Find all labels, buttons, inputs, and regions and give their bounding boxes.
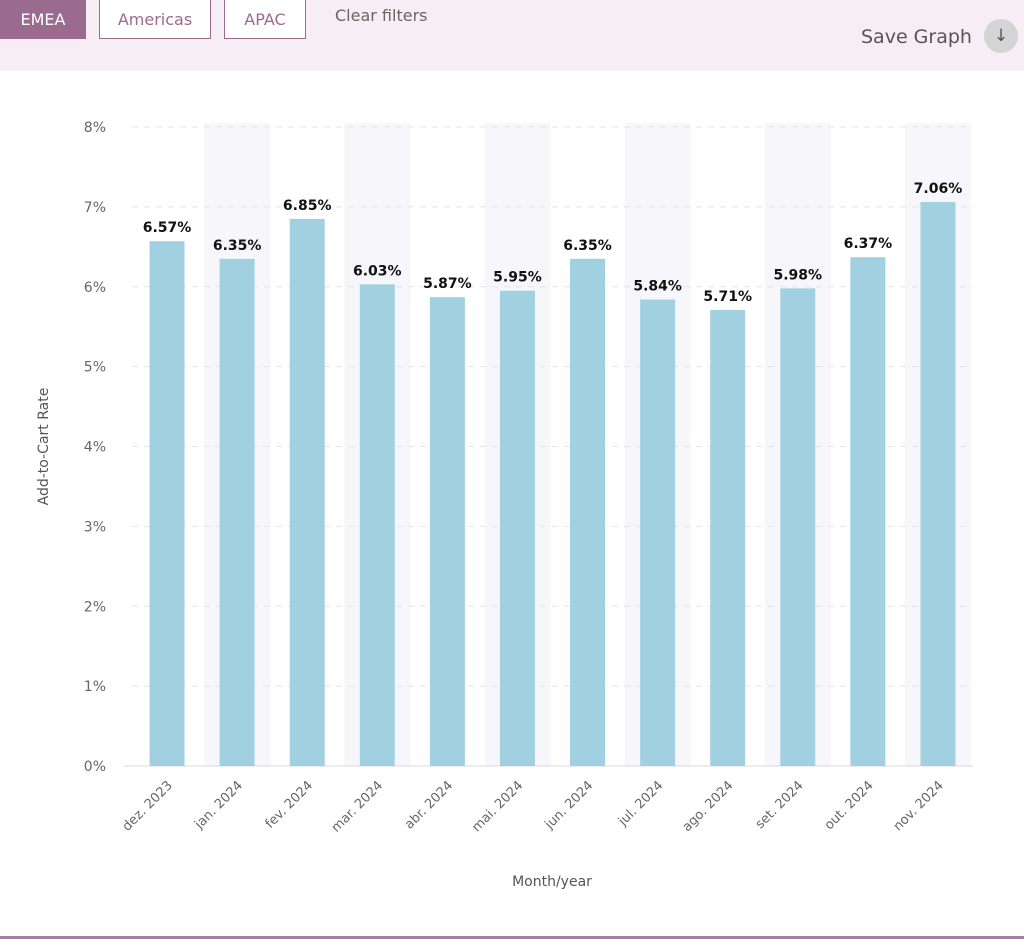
bar: [149, 241, 185, 766]
data-label: 5.71%: [703, 289, 752, 305]
y-tick-label: 6%: [84, 280, 106, 296]
x-tick-label: dez. 2023: [120, 778, 176, 834]
y-tick-label: 1%: [84, 679, 106, 695]
x-axis-title: Month/year: [512, 874, 592, 890]
bar: [289, 218, 325, 766]
bar: [219, 258, 255, 766]
data-label: 6.35%: [563, 238, 612, 254]
bar: [780, 288, 816, 766]
data-label: 5.95%: [493, 270, 542, 286]
filter-apac-button[interactable]: APAC: [224, 0, 306, 39]
data-label: 5.87%: [423, 276, 472, 292]
download-arrow-icon[interactable]: ↓: [984, 19, 1018, 53]
x-tick-label: fev. 2024: [263, 778, 316, 831]
x-tick-label: mai. 2024: [469, 778, 526, 835]
bottom-divider: [0, 936, 1024, 939]
bar: [710, 309, 746, 766]
bar: [359, 284, 395, 766]
bar-chart: 0% 1% 2% 3% 4% 5% 6% 7% 8% 6.57% dez. 2023 6.35% jan…: [36, 120, 973, 890]
y-axis-title: Add-to-Cart Rate: [36, 388, 52, 506]
data-label: 5.84%: [633, 279, 682, 295]
x-tick-label: set. 2024: [753, 778, 807, 832]
data-label: 6.85%: [283, 198, 332, 214]
filter-bar: EMEA Americas APAC Clear filters Save Gr…: [0, 0, 1024, 71]
bar: [640, 299, 676, 766]
x-tick-label: jun. 2024: [542, 778, 597, 833]
y-tick-label: 7%: [84, 200, 106, 216]
data-label: 6.35%: [213, 238, 262, 254]
data-label: 5.98%: [774, 267, 823, 283]
data-label: 7.06%: [914, 181, 963, 197]
x-tick-label: mar. 2024: [329, 778, 386, 835]
data-label: 6.03%: [353, 263, 402, 279]
y-tick-label: 8%: [84, 120, 106, 136]
data-label: 6.37%: [844, 236, 893, 252]
chart-area: 0% 1% 2% 3% 4% 5% 6% 7% 8% 6.57% dez. 2023 6.35% jan…: [0, 71, 1024, 936]
y-tick-label: 0%: [84, 759, 106, 775]
filter-emea-button[interactable]: EMEA: [0, 0, 86, 39]
y-tick-label: 5%: [84, 360, 106, 376]
y-tick-label: 2%: [84, 599, 106, 615]
y-tick-label: 3%: [84, 519, 106, 535]
x-tick-label: ago. 2024: [680, 778, 737, 835]
bar: [570, 258, 606, 766]
save-graph-button[interactable]: Save Graph: [861, 26, 972, 48]
clear-filters-button[interactable]: Clear filters: [335, 6, 428, 25]
y-tick-label: 4%: [84, 440, 106, 456]
x-tick-label: out. 2024: [822, 778, 877, 833]
x-tick-label: jan. 2024: [191, 778, 246, 833]
bar: [920, 202, 956, 766]
filter-americas-button[interactable]: Americas: [99, 0, 211, 39]
data-label: 6.57%: [143, 220, 192, 236]
bar: [850, 257, 886, 766]
x-tick-label: nov. 2024: [891, 778, 947, 834]
bar: [429, 297, 465, 766]
x-tick-label: jul. 2024: [615, 778, 666, 829]
bar: [499, 290, 535, 766]
x-tick-label: abr. 2024: [402, 778, 456, 832]
